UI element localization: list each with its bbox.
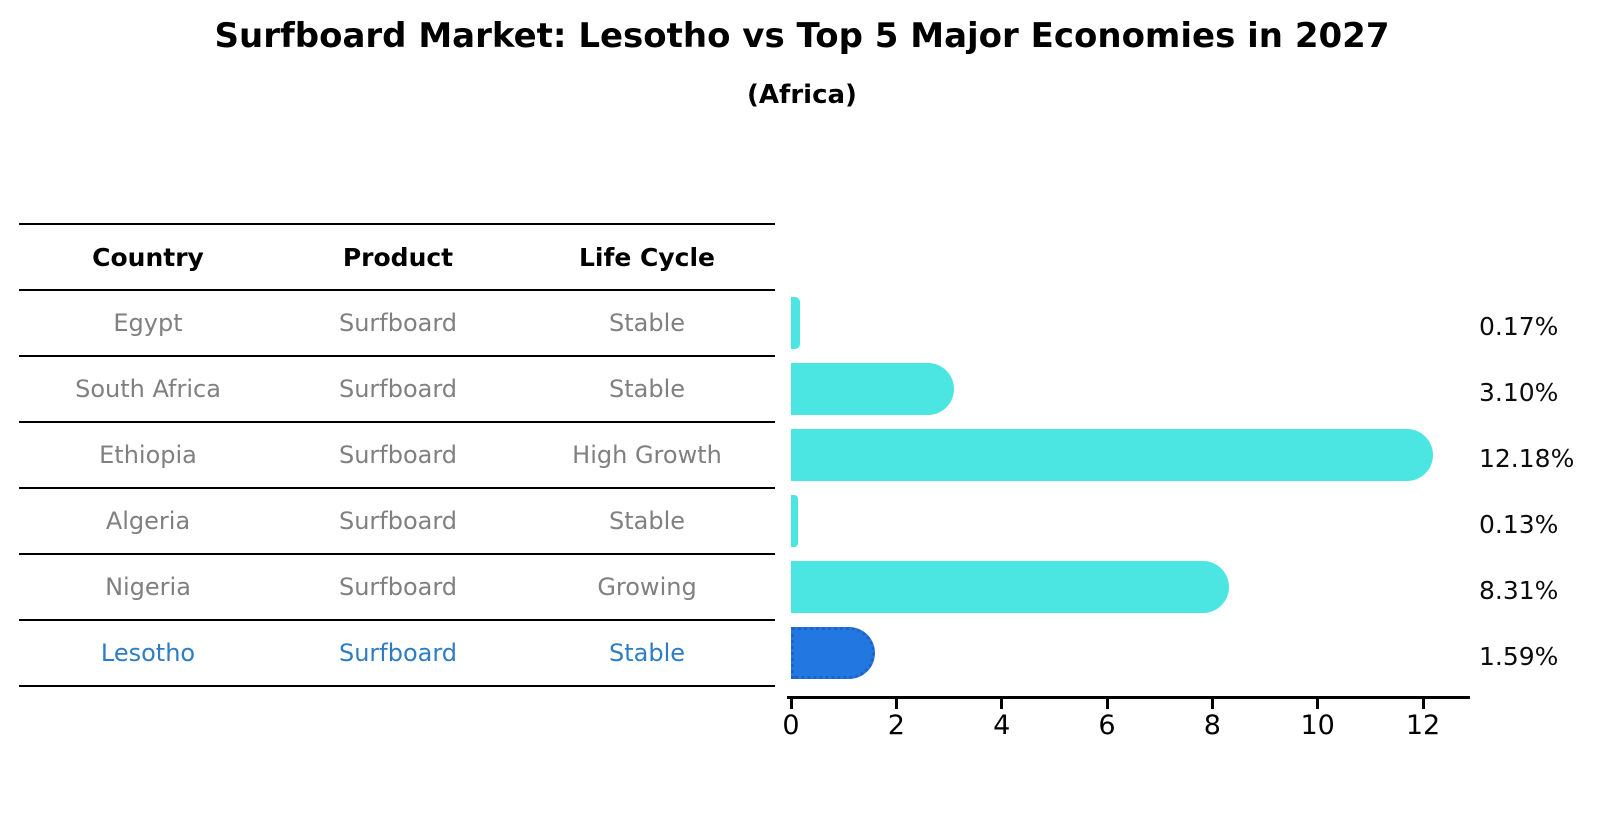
cell-product: Surfboard	[338, 507, 458, 535]
x-axis-tick-8	[1210, 699, 1214, 709]
table-row-algeria: Algeria Surfboard Stable	[19, 489, 775, 555]
x-axis-tick-label-0: 0	[782, 710, 800, 741]
table-row-nigeria: Nigeria Surfboard Growing	[19, 555, 775, 621]
cell-product: Surfboard	[338, 639, 458, 667]
x-axis-line	[787, 696, 1470, 699]
cell-country: Algeria	[105, 507, 191, 535]
x-axis-tick-12	[1421, 699, 1425, 709]
chart-title: Surfboard Market: Lesotho vs Top 5 Major…	[214, 16, 1390, 56]
value-label-lesotho: 1.59%	[1479, 642, 1559, 671]
value-label-south-africa: 3.10%	[1479, 378, 1559, 407]
cell-product: Surfboard	[338, 441, 458, 469]
bar-egypt	[791, 297, 800, 349]
cell-product: Surfboard	[338, 309, 458, 337]
table-row-lesotho: Lesotho Surfboard Stable	[19, 621, 775, 687]
table-row-egypt: Egypt Surfboard Stable	[19, 291, 775, 357]
x-axis-tick-label-4: 4	[993, 710, 1011, 741]
chart-subtitle: (Africa)	[747, 80, 857, 110]
cell-lifecycle: Stable	[608, 507, 686, 535]
x-axis-tick-10	[1316, 699, 1320, 709]
table-header-lifecycle: Life Cycle	[578, 242, 716, 272]
bar-nigeria	[791, 561, 1229, 613]
cell-country: Egypt	[113, 309, 183, 337]
x-axis-tick-label-6: 6	[1098, 710, 1116, 741]
bar-south-africa	[791, 363, 955, 415]
value-label-egypt: 0.17%	[1479, 312, 1559, 341]
x-axis-tick-0	[789, 699, 793, 709]
cell-country: Ethiopia	[99, 441, 197, 469]
cell-product: Surfboard	[338, 573, 458, 601]
x-axis-tick-label-2: 2	[887, 710, 905, 741]
x-axis-tick-6	[1105, 699, 1109, 709]
country-table: Country Product Life Cycle Egypt Surfboar…	[19, 223, 775, 687]
cell-country: Lesotho	[100, 639, 196, 667]
x-axis-tick-label-12: 12	[1405, 710, 1441, 741]
cell-country: South Africa	[75, 375, 221, 403]
table-header-row: Country Product Life Cycle	[19, 223, 775, 291]
cell-lifecycle: High Growth	[572, 441, 722, 469]
table-header-product: Product	[342, 242, 454, 272]
table-header-country: Country	[92, 242, 204, 272]
x-axis-tick-label-8: 8	[1203, 710, 1221, 741]
table-row-south-africa: South Africa Surfboard Stable	[19, 357, 775, 423]
cell-lifecycle: Stable	[608, 639, 686, 667]
bar-ethiopia	[791, 429, 1433, 481]
value-label-algeria: 0.13%	[1479, 510, 1559, 539]
x-axis-tick-2	[894, 699, 898, 709]
table-row-ethiopia: Ethiopia Surfboard High Growth	[19, 423, 775, 489]
x-axis-tick-label-10: 10	[1300, 710, 1335, 741]
cell-lifecycle: Stable	[608, 309, 686, 337]
cell-lifecycle: Stable	[608, 375, 686, 403]
cell-country: Nigeria	[105, 573, 191, 601]
cell-lifecycle: Growing	[597, 573, 697, 601]
value-label-nigeria: 8.31%	[1479, 576, 1559, 605]
bar-lesotho	[791, 627, 875, 679]
table-body: Egypt Surfboard Stable South Africa Surfboar…	[19, 291, 775, 687]
value-label-ethiopia: 12.18%	[1479, 444, 1575, 473]
bar-algeria	[791, 495, 798, 547]
cell-product: Surfboard	[338, 375, 458, 403]
x-axis-tick-4	[1000, 699, 1004, 709]
